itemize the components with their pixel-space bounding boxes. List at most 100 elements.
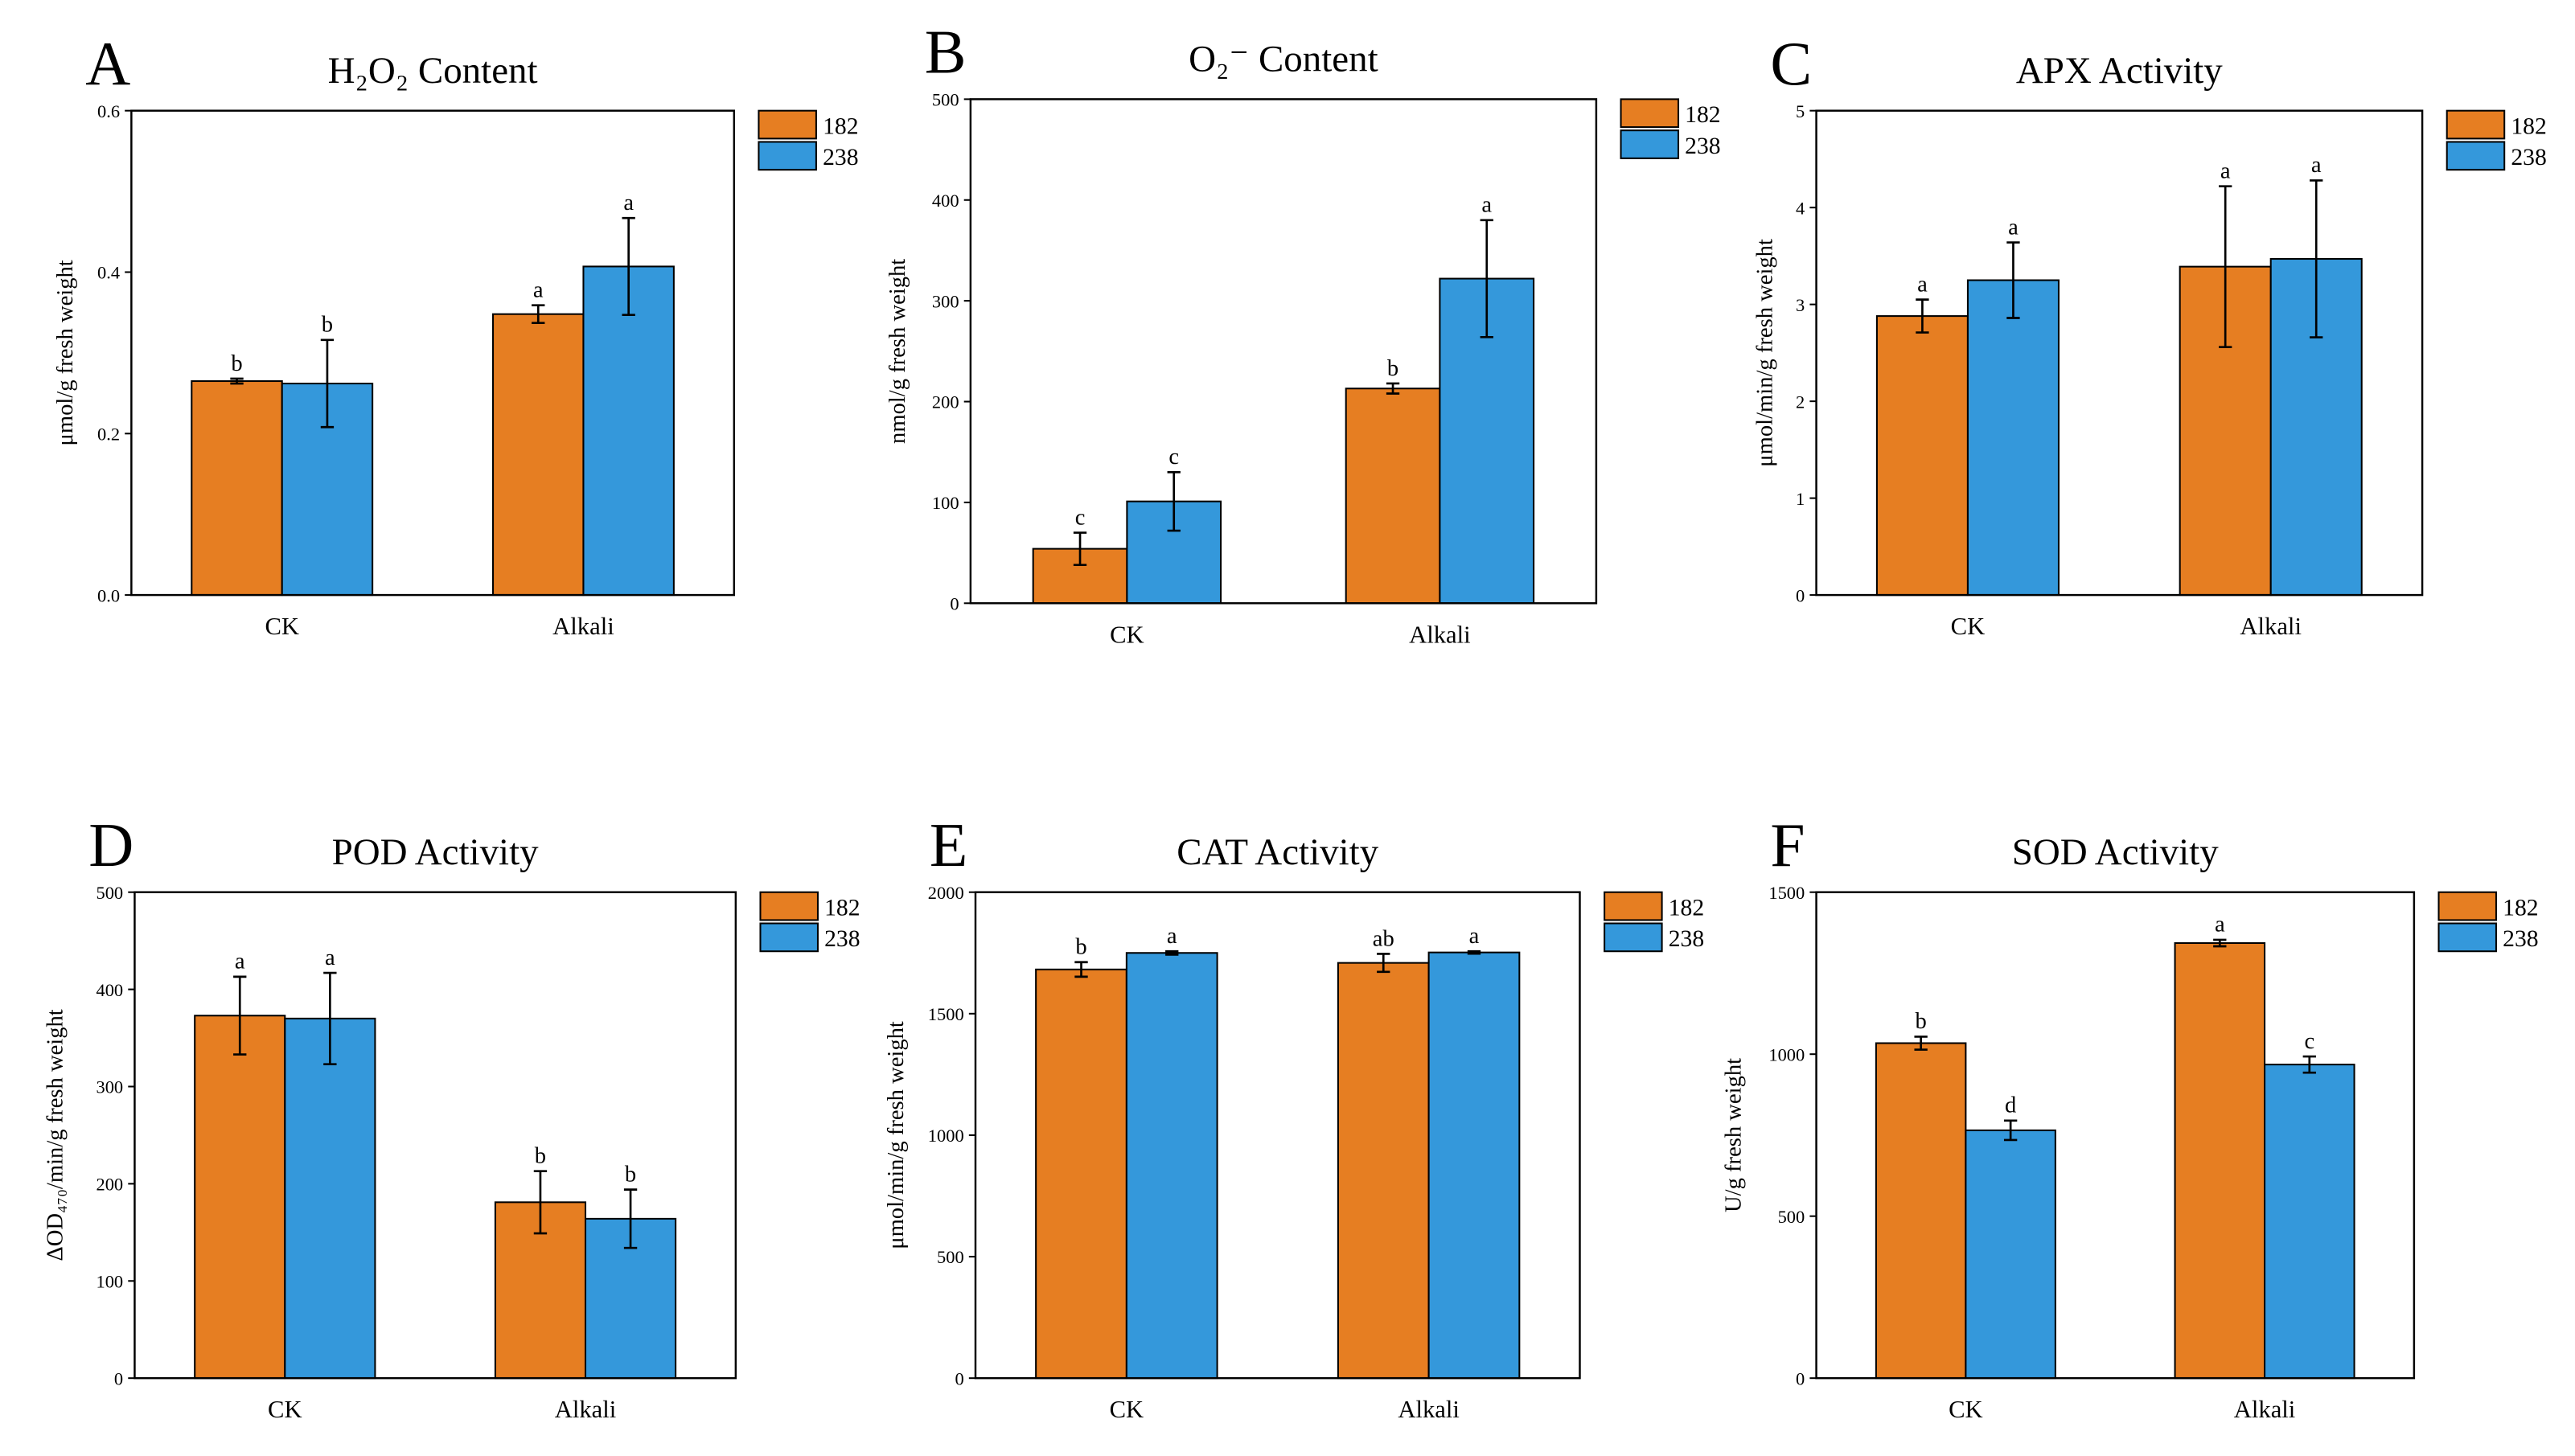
panel-letter: F — [1770, 810, 1805, 880]
legend-label: 238 — [2511, 145, 2546, 170]
bar-182-alkali — [492, 313, 585, 597]
y-axis-label: nmol/g fresh weight — [885, 259, 910, 444]
y-axis-label: μmol/g fresh weight — [53, 260, 78, 445]
legend-label: 238 — [823, 145, 858, 170]
y-tick-label: 1500 — [1768, 883, 1805, 903]
bar-182-ck — [191, 380, 283, 597]
legend-label: 238 — [2503, 926, 2538, 952]
y-tick-label: 100 — [96, 1271, 123, 1291]
bar-238-alkali — [1427, 951, 1521, 1380]
plot-frame — [130, 109, 736, 597]
x-tick-label: CK — [1110, 1396, 1144, 1423]
legend-swatch-238 — [2437, 922, 2498, 953]
x-tick-label: CK — [1110, 621, 1144, 648]
legend-label: 182 — [2503, 895, 2538, 921]
significance-letter: a — [2215, 913, 2225, 937]
panel-letter: B — [925, 18, 967, 87]
x-tick-label: Alkali — [2240, 613, 2302, 640]
x-tick-label: Alkali — [1398, 1396, 1460, 1423]
y-tick-label: 200 — [96, 1175, 123, 1195]
significance-letter: b — [1915, 1009, 1926, 1034]
plot-frame — [1815, 891, 2416, 1380]
y-tick-label: 3 — [1796, 295, 1805, 315]
significance-letter: b — [231, 351, 242, 376]
y-tick-label: 0 — [1796, 585, 1805, 605]
y-tick-label: 2 — [1796, 392, 1805, 412]
legend-swatch-182 — [2437, 891, 2498, 921]
panel-b: B O₂⁻ Content nmol/g fresh weight 0 100 200 30… — [885, 18, 1720, 649]
y-tick-label: 500 — [96, 883, 123, 903]
panel-letter: C — [1770, 29, 1812, 98]
legend-label: 182 — [823, 113, 858, 139]
legend-label: 182 — [2511, 113, 2546, 139]
plot-frame — [1815, 109, 2424, 597]
x-tick-label: CK — [268, 1396, 302, 1423]
significance-letter: a — [235, 949, 245, 974]
y-tick-label: 1 — [1796, 489, 1805, 509]
x-tick-label: Alkali — [555, 1396, 617, 1423]
y-tick-label: 500 — [932, 90, 959, 110]
significance-letter: a — [1917, 272, 1928, 297]
panel-letter: A — [85, 29, 130, 98]
panel-letter: D — [88, 810, 133, 880]
bar-238-ck — [1965, 1129, 2056, 1380]
bar-238-ck — [284, 1017, 376, 1380]
significance-letter: b — [625, 1162, 636, 1187]
bar-182-ck — [194, 1015, 286, 1380]
bar-238-alkali — [2264, 1064, 2355, 1380]
significance-letter: a — [2220, 158, 2231, 183]
legend-swatch-238 — [1620, 129, 1680, 159]
significance-letter: b — [535, 1143, 546, 1168]
chart-title: POD Activity — [332, 831, 539, 873]
y-tick-label: 0.6 — [97, 101, 120, 121]
legend-swatch-182 — [759, 891, 819, 921]
y-tick-label: 1000 — [1768, 1044, 1805, 1064]
chart-title: H₂O₂ Content — [328, 50, 538, 92]
y-tick-label: 200 — [932, 392, 959, 412]
significance-letter: ab — [1373, 926, 1394, 951]
significance-letter: a — [623, 191, 634, 215]
significance-letter: d — [2005, 1093, 2016, 1118]
significance-letter: a — [533, 277, 544, 302]
y-axis-label: ΔOD₄₇₀/min/g fresh weight — [43, 1009, 68, 1261]
y-tick-label: 300 — [932, 291, 959, 311]
legend-swatch-238 — [2446, 141, 2506, 171]
legend-label: 238 — [824, 926, 860, 952]
legend-swatch-238 — [758, 141, 817, 171]
plot-frame — [974, 891, 1581, 1380]
x-tick-label: Alkali — [552, 613, 614, 640]
plot-frame — [133, 891, 737, 1380]
bar-182-alkali — [1337, 962, 1430, 1380]
bar-182-ck — [1035, 968, 1127, 1380]
significance-letter: a — [1167, 924, 1177, 949]
significance-letter: b — [1387, 356, 1398, 381]
significance-letter: c — [1075, 505, 1086, 530]
y-tick-label: 400 — [932, 191, 959, 211]
y-tick-label: 0 — [1796, 1368, 1805, 1388]
x-tick-label: CK — [1949, 1396, 1983, 1423]
y-tick-label: 400 — [96, 980, 123, 1000]
bar-182-ck — [1875, 1042, 1967, 1380]
y-tick-label: 1000 — [928, 1126, 964, 1146]
y-tick-label: 500 — [1778, 1207, 1805, 1227]
y-tick-label: 0 — [950, 593, 959, 613]
legend-label: 238 — [1669, 926, 1704, 952]
y-tick-label: 0.2 — [97, 424, 120, 444]
significance-letter: a — [2008, 215, 2019, 240]
legend-swatch-182 — [1604, 891, 1663, 921]
y-tick-label: 500 — [937, 1247, 964, 1267]
significance-letter: a — [2311, 153, 2322, 178]
y-tick-label: 4 — [1796, 198, 1805, 218]
y-axis-label: μmol/min/g fresh weight — [1752, 239, 1777, 467]
panel-d: D POD Activity ΔOD₄₇₀/min/g fresh weight 0 1… — [43, 810, 860, 1423]
x-tick-label: CK — [265, 613, 299, 640]
x-tick-label: CK — [1951, 613, 1986, 640]
chart-title: SOD Activity — [2012, 831, 2219, 873]
y-axis-label: U/g fresh weight — [1722, 1058, 1747, 1212]
chart-title: APX Activity — [2016, 50, 2223, 92]
bar-182-alkali — [2174, 941, 2266, 1380]
significance-letter: b — [1075, 935, 1086, 960]
significance-letter: a — [1469, 924, 1480, 949]
significance-letter: b — [322, 313, 333, 338]
significance-letter: a — [325, 945, 335, 970]
